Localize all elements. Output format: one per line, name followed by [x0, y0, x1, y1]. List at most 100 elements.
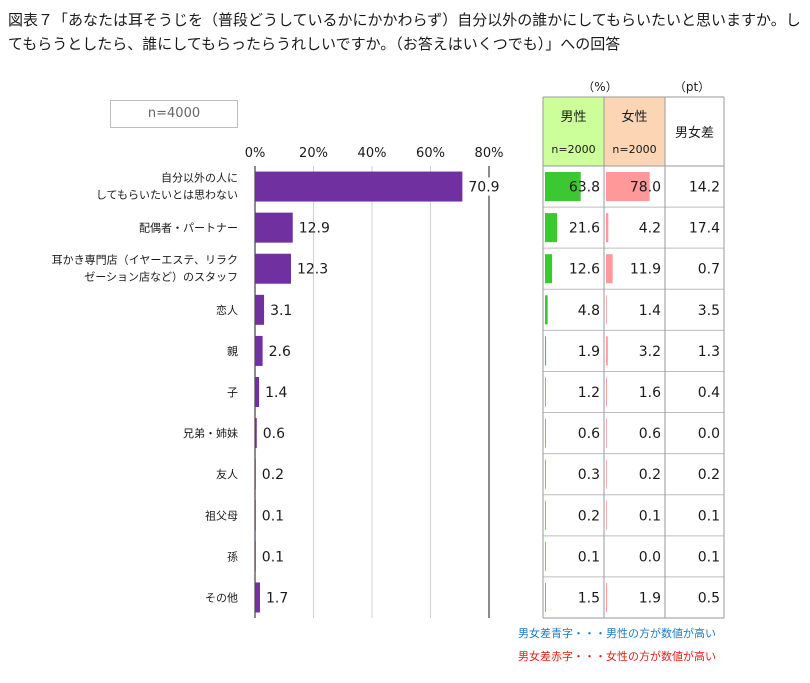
- bar-value-label: 0.6: [263, 426, 285, 442]
- male-bar: [545, 582, 546, 612]
- bar: [255, 582, 260, 613]
- pt-unit: （pt）: [674, 80, 710, 94]
- bar-value-label: 0.1: [262, 508, 284, 524]
- bar-value-label: 12.9: [299, 221, 330, 237]
- female-value: 0.1: [639, 508, 661, 524]
- male-value: 1.9: [578, 344, 600, 360]
- bar: [255, 418, 257, 449]
- male-bar: [545, 500, 546, 530]
- bar: [255, 459, 256, 490]
- category-label: 兄弟・姉妹: [183, 426, 238, 440]
- percent-unit: （%）: [582, 80, 617, 94]
- diff-value: 0.4: [698, 385, 720, 401]
- male-value: 0.6: [578, 426, 600, 442]
- category-label: 孫: [227, 550, 238, 563]
- female-value: 4.2: [639, 221, 661, 237]
- female-value: 1.6: [639, 385, 661, 401]
- diff-value: 17.4: [689, 221, 720, 237]
- male-bar: [545, 541, 546, 571]
- diff-value: 14.2: [689, 180, 720, 196]
- bar: [255, 294, 265, 325]
- female-value: 3.2: [639, 344, 661, 360]
- male-value: 63.8: [569, 180, 600, 196]
- female-bar: [606, 295, 607, 325]
- x-tick-label: 60%: [416, 146, 445, 161]
- female-header-cell: [604, 97, 665, 166]
- category-label: 友人: [216, 467, 238, 481]
- bar-value-label: 0.1: [262, 549, 284, 565]
- diff-value: 0.2: [698, 467, 720, 483]
- diff-value: 0.5: [698, 590, 720, 606]
- category-label: ゼーション店など）のスタッフ: [84, 270, 238, 284]
- bar: [255, 500, 256, 531]
- female-value: 78.0: [630, 180, 661, 196]
- bar: [255, 212, 293, 243]
- female-header: 女性: [621, 109, 647, 125]
- category-label: 祖父母: [205, 508, 238, 522]
- bar: [255, 171, 463, 202]
- male-bar: [545, 418, 546, 448]
- note-blue: 男女差青字・・・男性の方が数値が高い: [518, 627, 716, 640]
- x-tick-label: 0%: [245, 146, 266, 161]
- female-n: n=2000: [612, 143, 656, 156]
- female-value: 1.4: [639, 303, 661, 319]
- male-value: 1.5: [578, 590, 600, 606]
- diff-value: 0.1: [698, 508, 720, 524]
- female-value: 0.2: [639, 467, 661, 483]
- female-bar: [606, 418, 607, 448]
- female-bar: [606, 254, 613, 284]
- value-label-bg: [466, 177, 503, 196]
- female-bar: [606, 213, 609, 243]
- note-red: 男女差赤字・・・女性の方が数値が高い: [518, 650, 716, 663]
- female-bar: [606, 336, 608, 366]
- category-label: 配偶者・パートナー: [139, 222, 238, 235]
- bar-value-label: 1.7: [266, 590, 288, 606]
- x-tick-label: 40%: [358, 146, 387, 161]
- diff-value: 0.7: [698, 262, 720, 278]
- sample-size-box: n=4000: [110, 100, 238, 128]
- female-value: 11.9: [630, 262, 661, 278]
- diff-value: 3.5: [698, 303, 720, 319]
- category-label: 耳かき専門店（イヤーエステ、リラク: [52, 253, 238, 267]
- bar: [255, 335, 263, 366]
- male-bar: [545, 213, 558, 243]
- male-bar: [545, 459, 546, 489]
- male-bar: [545, 377, 546, 407]
- x-tick-label: 20%: [299, 146, 328, 161]
- male-bar: [545, 295, 548, 325]
- female-bar: [606, 172, 650, 202]
- chart-title: 図表７「あなたは耳そうじを（普段どうしているかにかかわらず）自分以外の誰かにして…: [8, 11, 801, 53]
- male-bar: [545, 254, 553, 284]
- bar-value-label: 1.4: [265, 385, 287, 401]
- female-bar: [606, 582, 608, 612]
- female-bar: [606, 377, 607, 407]
- category-label: 子: [227, 386, 238, 399]
- diff-value: 0.1: [698, 549, 720, 565]
- x-tick-label: 80%: [475, 146, 504, 161]
- bar-value-label: 12.3: [297, 262, 328, 278]
- female-bar: [606, 500, 607, 530]
- bar: [255, 541, 256, 572]
- bar: [255, 377, 260, 407]
- male-n: n=2000: [551, 143, 595, 156]
- male-value: 0.2: [578, 508, 600, 524]
- category-label: 親: [227, 345, 238, 358]
- bar-value-label: 2.6: [269, 344, 291, 360]
- male-value: 4.8: [578, 303, 600, 319]
- female-value: 0.6: [639, 426, 661, 442]
- female-bar: [606, 459, 607, 489]
- male-value: 0.1: [578, 549, 600, 565]
- female-value: 0.0: [639, 549, 661, 565]
- male-value: 12.6: [569, 262, 600, 278]
- male-bar: [545, 336, 547, 366]
- female-value: 1.9: [639, 590, 661, 606]
- diff-value: 0.0: [698, 426, 720, 442]
- category-label: してもらいたいとは思わない: [96, 189, 238, 202]
- category-label: その他: [205, 591, 238, 604]
- category-label: 恋人: [216, 303, 238, 317]
- male-value: 1.2: [578, 385, 600, 401]
- bar-value-label: 70.9: [468, 180, 499, 196]
- male-header: 男性: [560, 110, 586, 125]
- male-value: 0.3: [578, 467, 600, 483]
